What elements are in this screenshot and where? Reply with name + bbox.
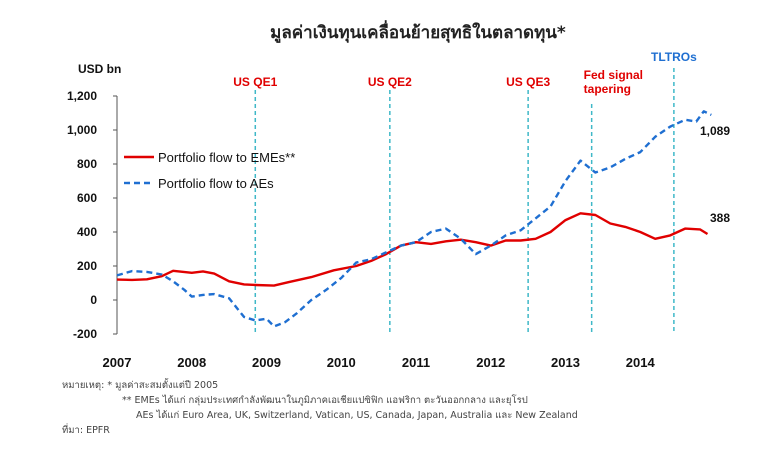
- x-tick-labels: 2007 2008 2009 2010 2011 2012 2013 2014: [103, 355, 656, 370]
- footnote-source: ที่มา: EPFR: [62, 425, 110, 436]
- legend-label: Portfolio flow to EMEs**: [158, 150, 295, 165]
- event-label: tapering: [584, 82, 631, 96]
- series-line-emes: [116, 212, 709, 287]
- end-labels: 388 1,089: [700, 124, 730, 225]
- y-tick-label: 400: [77, 225, 97, 239]
- x-tick-label: 2014: [626, 355, 656, 370]
- chart-canvas: มูลค่าเงินทุนเคลื่อนย้ายสุทธิในตลาดทุน* …: [67, 20, 730, 370]
- legend: Portfolio flow to EMEs** Portfolio flow t…: [124, 150, 295, 191]
- y-tick-label: 1,000: [67, 123, 97, 137]
- x-tick-label: 2011: [402, 355, 430, 370]
- footnote-1: หมายเหตุ: * มูลค่าสะสมตั้งแต่ปี 2005: [62, 380, 219, 391]
- y-tick-label: 0: [90, 293, 97, 307]
- end-value-label: 388: [710, 211, 730, 225]
- y-tick-label: 600: [77, 191, 97, 205]
- x-tick-label: 2009: [252, 355, 281, 370]
- footnote-3: AEs ได้แก่ Euro Area, UK, Switzerland, V…: [136, 410, 578, 421]
- event-label: Fed signal: [584, 68, 643, 82]
- x-tick-label: 2010: [327, 355, 356, 370]
- y-tick-label: 800: [77, 157, 97, 171]
- event-label: TLTROs: [651, 50, 697, 64]
- x-tick-label: 2008: [177, 355, 206, 370]
- chart-title: มูลค่าเงินทุนเคลื่อนย้ายสุทธิในตลาดทุน*: [270, 20, 566, 44]
- x-tick-label: 2013: [551, 355, 580, 370]
- event-label: US QE2: [368, 75, 412, 89]
- series-lines: [116, 110, 712, 328]
- event-label: US QE1: [233, 75, 277, 89]
- y-axis-label: USD bn: [78, 62, 121, 76]
- y-tick-label: 200: [77, 259, 97, 273]
- footnote-2: ** EMEs ได้แก่ กลุ่มประเทศกำลังพัฒนาในภู…: [122, 395, 528, 406]
- x-tick-label: 2007: [103, 355, 132, 370]
- y-tick-labels: -200 0 200 400 600 800 1,000 1,200: [67, 89, 117, 341]
- x-tick-label: 2012: [476, 355, 505, 370]
- footnotes: หมายเหตุ: * มูลค่าสะสมตั้งแต่ปี 2005 ** …: [62, 378, 762, 438]
- event-label: US QE3: [506, 75, 550, 89]
- end-value-label: 1,089: [700, 124, 730, 138]
- legend-label: Portfolio flow to AEs: [158, 176, 274, 191]
- y-tick-label: 1,200: [67, 89, 97, 103]
- y-tick-label: -200: [73, 327, 97, 341]
- series-line-aes: [116, 110, 712, 328]
